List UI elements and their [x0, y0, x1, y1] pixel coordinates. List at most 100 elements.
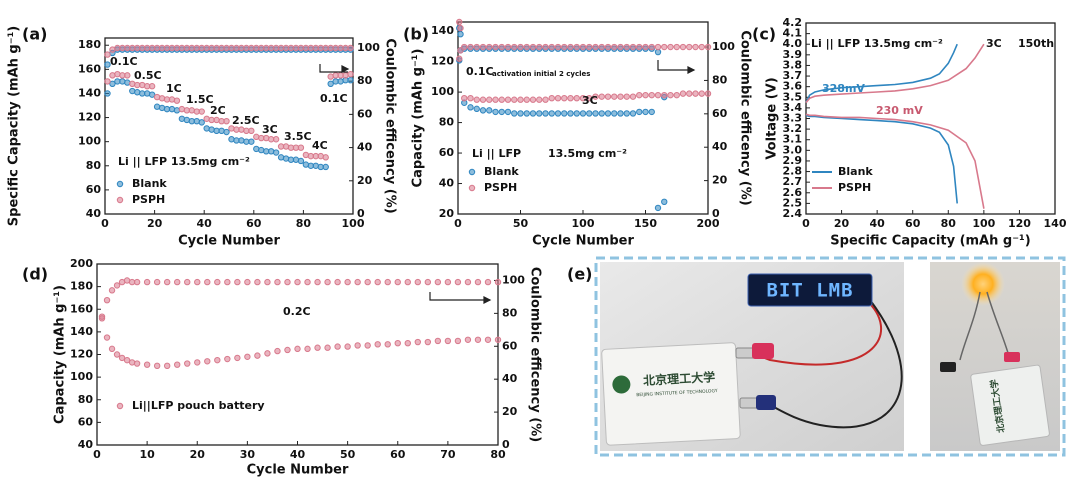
capacity-point: [617, 110, 624, 117]
y-axis-label: Specific Capacity (mAh g⁻¹): [7, 26, 22, 226]
x-tick-label: 60: [390, 448, 406, 461]
efficiency-point: [604, 43, 612, 51]
capacity-point: [464, 336, 472, 343]
capacity-point: [204, 358, 211, 365]
efficiency-point: [617, 43, 624, 51]
capacity-point: [461, 94, 468, 102]
capacity-point: [586, 94, 593, 102]
efficiency-point: [654, 43, 662, 51]
capacity-point: [327, 80, 334, 88]
efficiency-point: [174, 278, 181, 286]
efficiency-point: [384, 278, 391, 286]
y2-tick-label: 40: [502, 372, 518, 385]
efficiency-point: [473, 43, 480, 51]
y2-tick-label: 80: [502, 306, 518, 319]
capacity-point: [511, 96, 518, 103]
y-tick-label: 2.7: [783, 175, 803, 188]
capacity-point: [104, 78, 111, 85]
efficiency-point: [486, 43, 493, 51]
efficiency-point: [104, 51, 111, 58]
efficiency-point: [611, 43, 618, 51]
capacity-point: [648, 91, 655, 99]
x-tick-label: 120: [1008, 217, 1031, 230]
efficiency-point: [334, 278, 341, 286]
y-tick-label: 160: [78, 62, 101, 75]
panel-label: (a): [22, 25, 47, 44]
capacity-point: [479, 107, 487, 114]
efficiency-point: [536, 43, 543, 51]
efficiency-point: [567, 43, 574, 51]
capacity-point: [642, 91, 649, 99]
capacity-point: [133, 360, 141, 367]
x-axis-label: Cycle Number: [178, 234, 280, 249]
capacity-point: [636, 91, 643, 99]
efficiency-point: [143, 278, 151, 286]
capacity-point: [214, 356, 221, 364]
y-tick-label: 120: [431, 55, 454, 68]
efficiency-point: [347, 44, 354, 52]
efficiency-point: [494, 278, 502, 286]
capacity-point: [604, 110, 612, 117]
capacity-point: [479, 96, 487, 103]
photo-border: [594, 256, 1066, 457]
x-axis-label: Cycle Number: [247, 463, 349, 478]
plot-frame: [104, 37, 354, 215]
legend-marker: [116, 402, 124, 410]
capacity-point: [498, 108, 505, 116]
y-tick-label: 140: [431, 24, 454, 37]
y2-tick-label: 20: [712, 174, 728, 187]
efficiency-point: [692, 43, 699, 51]
capacity-point: [598, 93, 605, 100]
voltage-curve: [805, 113, 985, 209]
capacity-point: [486, 107, 493, 114]
led-display: [747, 273, 873, 307]
efficiency-point: [623, 43, 630, 51]
y-tick-label: 2.9: [783, 154, 803, 167]
capacity-point: [586, 110, 593, 117]
efficiency-point: [592, 43, 599, 51]
y-tick-label: 3.4: [783, 101, 803, 114]
y2-axis-label: Coulombic efficency (%): [383, 38, 398, 213]
annotation: 0.2C: [283, 305, 311, 318]
x-tick-label: 100: [972, 217, 995, 230]
annotation: Li || LFP 13.5mg cm⁻²: [118, 155, 250, 168]
capacity-point: [536, 96, 543, 103]
x-tick-label: 70: [440, 448, 456, 461]
legend-label: PSPH: [484, 181, 517, 194]
y-tick-label: 3.5: [783, 90, 803, 103]
y2-tick-label: 60: [357, 107, 373, 120]
y-tick-label: 20: [439, 207, 455, 220]
y-tick-label: 2.8: [783, 165, 803, 178]
annotation: 3.5C: [284, 130, 312, 143]
battery-text: 北京理工大学: [643, 369, 716, 388]
capacity-point: [623, 93, 630, 100]
voltage-curve: [805, 114, 958, 204]
annotation: activation initial 2 cycles: [492, 70, 590, 78]
x-tick-label: 0: [93, 448, 101, 461]
efficiency-point: [113, 282, 121, 289]
efficiency-point: [661, 43, 668, 51]
panel-label: (e): [567, 265, 592, 284]
capacity-point: [384, 341, 391, 348]
efficiency-point: [444, 278, 452, 286]
y-tick-label: 2.4: [783, 207, 803, 220]
photo-panel: (e) BIT LMB 北京理工大学 BEIJING INSTITUTE OF …: [567, 256, 1066, 457]
legend-label: PSPH: [132, 193, 165, 206]
capacity-point: [636, 108, 643, 116]
y-tick-label: 140: [70, 325, 93, 338]
efficiency-point: [394, 278, 401, 286]
x-tick-label: 0: [101, 217, 109, 230]
efficiency-point: [104, 61, 111, 68]
efficiency-point: [673, 43, 680, 51]
efficiency-point: [667, 43, 674, 51]
efficiency-point: [133, 278, 141, 286]
capacity-point: [272, 136, 280, 143]
y-tick-label: 3.8: [783, 58, 803, 71]
efficiency-point: [511, 43, 518, 51]
efficiency-point: [294, 278, 301, 286]
capacity-point: [272, 149, 280, 156]
capacity-point: [661, 91, 668, 99]
capacity-point: [457, 30, 464, 38]
efficiency-point: [108, 287, 116, 294]
